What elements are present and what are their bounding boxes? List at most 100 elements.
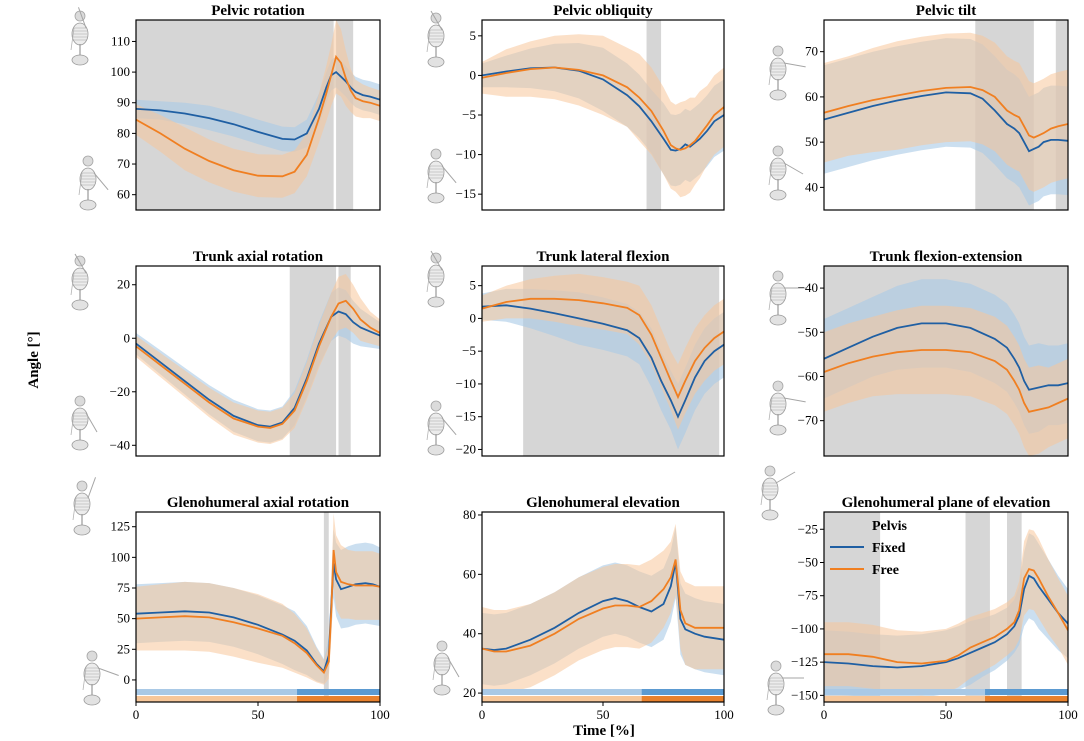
y-tick-label: −15	[456, 186, 476, 201]
chart-title: Trunk flexion-extension	[870, 249, 1023, 265]
legend: Pelvis Fixed Free	[830, 519, 908, 578]
mean-line-free	[136, 54, 380, 178]
mean-line-free	[136, 549, 380, 675]
y-tick-label: −5	[462, 107, 476, 122]
chart-panel: −20 −15 −10 −5 0 5 Trunk lateral flexion	[456, 249, 725, 457]
skeleton-icon	[432, 640, 460, 696]
skeleton-icon	[426, 250, 445, 308]
skeleton-icon	[426, 148, 457, 204]
chart-title: Pelvic rotation	[211, 3, 305, 19]
chart-title: Glenohumeral elevation	[526, 495, 680, 511]
y-tick-label: 70	[117, 156, 130, 171]
x-tick-label: 50	[597, 707, 610, 722]
mean-line-free	[824, 568, 1068, 665]
phase-bar-free-segment	[985, 696, 1068, 702]
sd-band-free	[824, 529, 1068, 696]
y-tick-label: −50	[798, 324, 818, 339]
chart-title: Glenohumeral plane of elevation	[842, 495, 1051, 511]
y-tick-label: −10	[456, 376, 476, 391]
y-tick-label: −40	[798, 280, 818, 295]
sd-band-free	[136, 274, 380, 444]
mean-line-fixed	[482, 562, 724, 651]
chart-title: Trunk lateral flexion	[536, 249, 670, 265]
y-tick-label: 80	[117, 125, 130, 140]
plot-area	[136, 266, 380, 456]
mean-line-fixed	[136, 70, 380, 141]
y-tick-label: 75	[117, 580, 130, 595]
y-tick-label: −10	[456, 147, 476, 162]
x-tick-label: 100	[1058, 707, 1078, 722]
phase-bar-free-segment	[641, 696, 724, 702]
y-tick-label: −20	[456, 441, 476, 456]
y-tick-label: −60	[798, 368, 818, 383]
skeleton-icon	[768, 45, 806, 101]
y-tick-label: 100	[111, 64, 131, 79]
y-tick-label: 90	[117, 95, 130, 110]
x-tick-label: 100	[370, 707, 390, 722]
x-tick-label: 50	[940, 707, 953, 722]
skeleton-icon	[768, 380, 806, 436]
sd-band-free	[136, 513, 380, 685]
x-axis-label: Time [%]	[573, 723, 635, 739]
axes-frame	[823, 265, 1069, 457]
mean-line-free	[824, 349, 1068, 413]
chart-title: Pelvic tilt	[916, 3, 976, 19]
chart-panel: −150 −125 −100 −75 −50 −25 0 50 100 Glenohumeral …	[791, 495, 1078, 722]
y-tick-label: −150	[791, 687, 818, 702]
mean-line-free	[482, 297, 724, 400]
plot-area	[824, 512, 1068, 702]
sd-band-fixed	[482, 288, 724, 450]
skeleton-icon	[70, 7, 89, 66]
legend-entry-free: Free	[872, 563, 899, 578]
y-tick-label: 25	[117, 641, 130, 656]
axes-frame	[135, 265, 381, 457]
skeleton-icon	[766, 660, 804, 716]
y-tick-label: −125	[791, 654, 818, 669]
skeleton-icon	[78, 155, 109, 211]
x-tick-label: 0	[133, 707, 140, 722]
x-tick-label: 0	[479, 707, 486, 722]
chart-panel: −70 −60 −50 −40 Trunk flexion-extension	[798, 249, 1069, 457]
skeleton-icon	[768, 270, 806, 326]
y-tick-label: −100	[791, 621, 818, 636]
phase-bar-fixed-segment	[297, 689, 380, 695]
y-tick-label: −5	[462, 343, 476, 358]
axes-frame	[135, 19, 381, 211]
y-tick-label: 60	[805, 89, 818, 104]
phase-bar-fixed	[136, 689, 380, 695]
y-tick-label: 80	[463, 507, 476, 522]
phase-bar-fixed	[482, 689, 724, 695]
axes-frame	[823, 19, 1069, 211]
mean-line-free	[136, 299, 380, 429]
plot-area	[482, 266, 724, 456]
plot-area	[482, 523, 724, 702]
axes-frame	[481, 265, 725, 457]
skeleton-icon	[70, 253, 89, 311]
phase-bar-fixed-segment	[985, 689, 1068, 695]
y-tick-label: −20	[110, 384, 130, 399]
phase-bar-fixed-segment	[641, 689, 724, 695]
mean-line-free	[482, 66, 724, 151]
chart-panel: 20 40 60 80 0 50 100 Glenohumeral elevation	[463, 495, 734, 722]
sd-band-free	[824, 32, 1068, 192]
skeleton-icon	[82, 650, 119, 706]
chart-title: Trunk axial rotation	[193, 249, 324, 265]
sd-band-free	[824, 305, 1068, 456]
skeleton-icon	[70, 395, 98, 451]
skeleton-illustrations	[70, 7, 806, 716]
chart-title: Glenohumeral axial rotation	[167, 495, 350, 511]
plot-area	[136, 20, 380, 210]
y-tick-label: −15	[456, 409, 476, 424]
y-tick-label: 20	[463, 685, 476, 700]
chart-panel: 40 50 60 70 Pelvic tilt	[805, 3, 1069, 211]
y-tick-label: −50	[798, 554, 818, 569]
mean-line-free	[824, 86, 1068, 139]
plot-area	[136, 512, 380, 702]
y-tick-label: 50	[805, 134, 818, 149]
skeleton-icon	[72, 477, 96, 536]
y-tick-label: −25	[798, 521, 818, 536]
skeleton-icon	[426, 10, 445, 68]
y-tick-label: 0	[124, 330, 131, 345]
legend-entry-fixed: Fixed	[872, 541, 906, 556]
phase-bar-free	[824, 696, 1068, 702]
